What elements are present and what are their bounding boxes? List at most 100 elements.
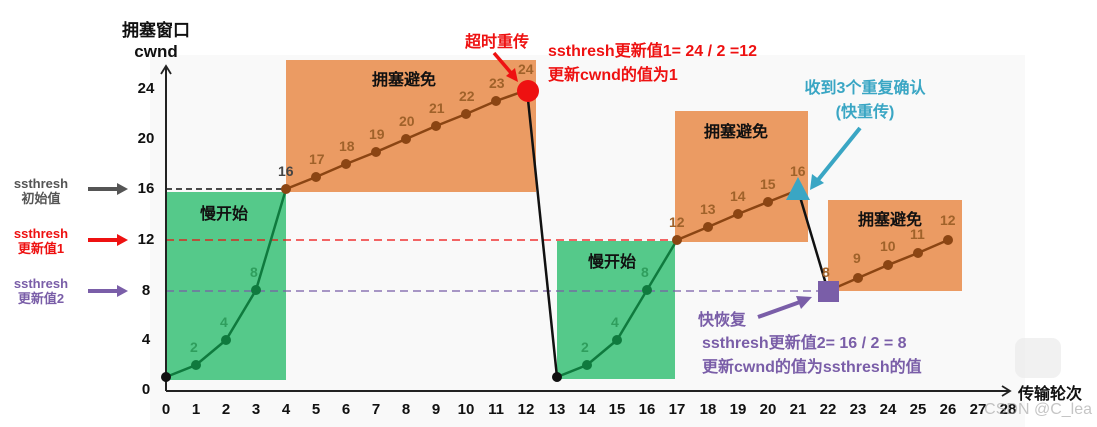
timeout-marker-icon	[517, 80, 539, 102]
y-axis-arrow-icon	[160, 64, 172, 75]
y-tick-24: 24	[137, 80, 155, 97]
y-axis-title-line1: 拥塞窗口	[122, 21, 190, 40]
region-title-ca-3: 拥塞避免	[858, 212, 923, 229]
x-tick: 12	[517, 401, 535, 418]
x-tick: 26	[939, 401, 957, 418]
y-tick-12: 12	[137, 231, 155, 248]
point-label: 21	[429, 100, 445, 116]
ssthresh-update1-label: ssthresh 更新值1	[6, 226, 76, 256]
point-label: 23	[489, 75, 505, 91]
fast-recovery-marker-icon	[818, 281, 839, 302]
arrow-update2-icon	[117, 285, 128, 297]
arrow-update1-icon	[117, 234, 128, 246]
point-label: 8	[822, 264, 830, 280]
x-tick: 4	[281, 401, 291, 418]
x-tick: 2	[221, 401, 231, 418]
point-label: 12	[940, 212, 956, 228]
ssthresh-update2-line2: 更新值2	[17, 291, 65, 306]
region-congestion-avoid-2	[675, 111, 808, 242]
point-label: 13	[700, 201, 716, 217]
data-points-green	[161, 285, 652, 382]
point-label: 15	[760, 176, 776, 192]
triple-dup-ack-marker-icon	[786, 177, 810, 200]
point-label: 18	[339, 138, 355, 154]
y-axis-title-line2: cwnd	[134, 42, 178, 61]
csdn-watermark: CSDN @C_lea	[984, 401, 1092, 418]
point-label: 16	[790, 163, 806, 179]
x-tick: 1	[191, 401, 201, 418]
y-tick-20: 20	[137, 130, 155, 147]
ssthresh-initial-line1: ssthresh	[13, 176, 69, 191]
y-tick-8: 8	[141, 282, 151, 299]
region-slow-start-1	[166, 192, 286, 380]
x-tick: 18	[699, 401, 717, 418]
x-tick: 11	[488, 401, 504, 418]
y-tick-4: 4	[141, 331, 151, 348]
dup-ack-note-line2: (快重传)	[835, 104, 895, 121]
ssthresh-update2-label: ssthresh 更新值2	[6, 276, 76, 306]
x-tick: 0	[161, 401, 171, 418]
x-tick: 15	[608, 401, 626, 418]
fast-recovery-label: 快恢复	[698, 312, 747, 329]
x-tick: 7	[371, 401, 381, 418]
x-axis-title: 传输轮次	[1018, 386, 1083, 403]
region-congestion-avoid-1	[286, 60, 536, 192]
y-axis-title: 拥塞窗口 cwnd	[112, 20, 200, 62]
ssthresh-update2-line1: ssthresh	[13, 276, 69, 291]
x-tick: 17	[668, 401, 686, 418]
region-title-slow-start-2: 慢开始	[588, 254, 637, 271]
point-label: 2	[190, 339, 198, 355]
point-label: 12	[669, 214, 685, 230]
region-title-ca-2: 拥塞避免	[704, 124, 769, 141]
x-tick: 28	[999, 401, 1017, 418]
ssthresh-update1-line1: ssthresh	[13, 226, 69, 241]
arrow-initial-icon	[117, 183, 128, 195]
timeout-arrow-icon	[506, 68, 518, 82]
ssthresh-update1-line2: 更新值1	[17, 241, 65, 256]
region-title-ca-1: 拥塞避免	[372, 72, 437, 89]
fast-recovery-arrow-icon	[796, 296, 812, 309]
point-label: 16	[278, 163, 294, 179]
x-tick: 8	[401, 401, 411, 418]
region-congestion-avoid-3	[828, 200, 962, 291]
point-label: 17	[309, 151, 325, 167]
ssthresh-initial-line2: 初始值	[21, 191, 61, 206]
timeout-note: ssthresh更新值1= 24 / 2 =12 更新cwnd的值为1	[548, 40, 757, 88]
point-label: 9	[853, 250, 861, 266]
point-label: 2	[581, 339, 589, 355]
dup-ack-note: 收到3个重复确认 (快重传)	[790, 77, 940, 125]
x-tick: 13	[548, 401, 566, 418]
point-label: 14	[730, 188, 746, 204]
point-label: 19	[369, 126, 385, 142]
timeout-label: 超时重传	[465, 34, 530, 51]
x-tick: 3	[251, 401, 261, 418]
point-label: 20	[399, 113, 415, 129]
region-slow-start-2	[557, 241, 675, 379]
x-tick: 23	[849, 401, 867, 418]
point-label: 24	[518, 61, 534, 77]
y-tick-0: 0	[141, 381, 151, 398]
point-label: 4	[220, 314, 228, 330]
timeout-note-line1: ssthresh更新值1= 24 / 2 =12	[548, 43, 758, 60]
point-label: 8	[641, 264, 649, 280]
dup-ack-arrow-icon	[810, 174, 824, 190]
point-label: 22	[459, 88, 475, 104]
y-tick-16: 16	[137, 180, 155, 197]
x-tick: 22	[819, 401, 837, 418]
x-tick: 10	[457, 401, 475, 418]
x-axis-arrow-icon	[1001, 385, 1012, 397]
point-label: 10	[880, 238, 896, 254]
x-tick: 9	[431, 401, 441, 418]
x-tick: 27	[969, 401, 987, 418]
x-tick: 6	[341, 401, 351, 418]
x-tick: 19	[729, 401, 747, 418]
fast-recovery-note-line2: 更新cwnd的值为ssthresh的值	[702, 359, 922, 376]
cwnd-drop-fast-retransmit	[796, 189, 830, 292]
x-tick: 14	[578, 401, 596, 418]
x-tick: 5	[311, 401, 321, 418]
x-tick: 24	[879, 401, 897, 418]
bilibili-watermark-icon	[1015, 338, 1061, 378]
x-tick: 25	[909, 401, 927, 418]
dup-ack-note-line1: 收到3个重复确认	[804, 80, 926, 97]
